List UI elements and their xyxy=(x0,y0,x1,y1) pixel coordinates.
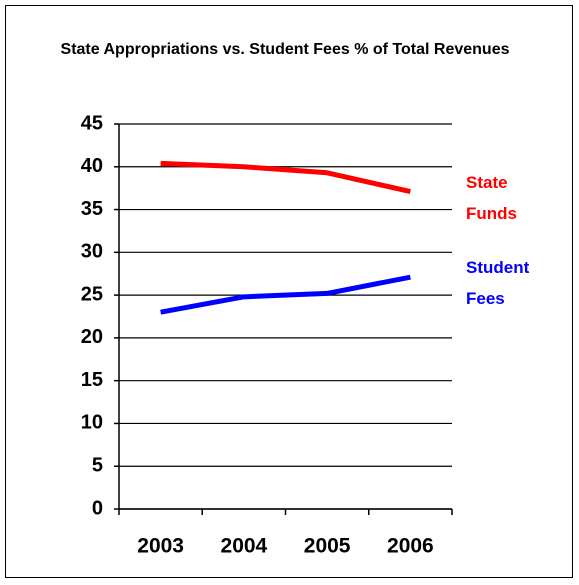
x-tick-label: 2005 xyxy=(304,535,351,558)
y-tick-label: 40 xyxy=(81,155,103,177)
chart-title: State Appropriations vs. Student Fees % … xyxy=(60,41,510,58)
series-line xyxy=(160,160,411,195)
y-tick-label: 25 xyxy=(81,283,103,305)
series-line xyxy=(160,274,411,315)
x-tick-label: 2004 xyxy=(221,535,268,558)
x-tick-label: 2003 xyxy=(137,535,184,558)
y-tick-label: 10 xyxy=(81,412,103,434)
y-tick-label: 30 xyxy=(81,241,103,263)
y-tick-label: 15 xyxy=(81,369,103,391)
series-label: Student Fees xyxy=(466,258,530,309)
series-label: State Funds xyxy=(466,172,517,223)
x-tick-label: 2006 xyxy=(387,535,434,558)
y-tick-label: 45 xyxy=(81,112,103,134)
y-tick-label: 35 xyxy=(81,198,103,220)
y-tick-label: 20 xyxy=(81,326,103,348)
y-tick-label: 0 xyxy=(92,497,103,519)
chart-border xyxy=(5,5,573,578)
y-tick-label: 5 xyxy=(92,455,103,477)
